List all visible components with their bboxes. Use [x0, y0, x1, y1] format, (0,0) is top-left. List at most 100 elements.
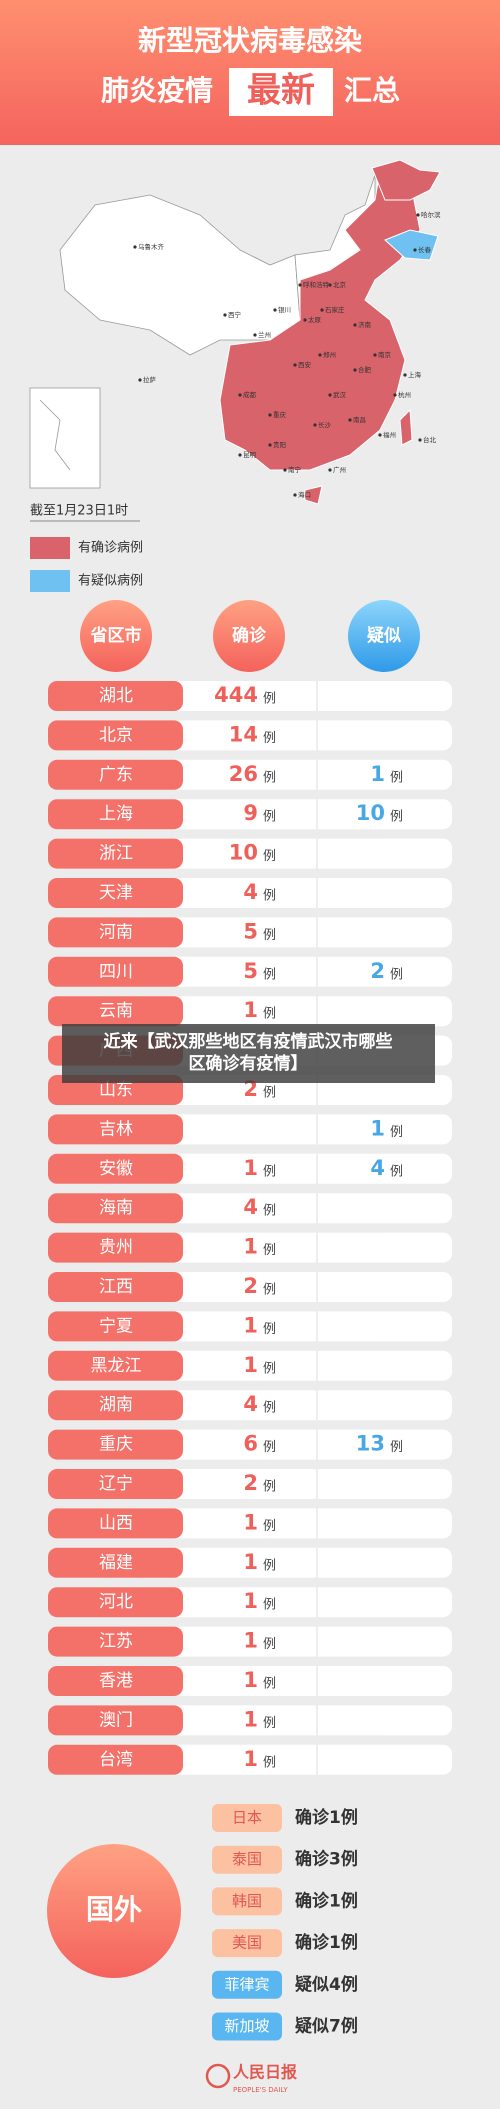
name-cell: [48, 1272, 183, 1302]
map-label: 银川: [278, 305, 291, 314]
confirmed: 1: [243, 1589, 258, 1613]
province: 重庆: [99, 1435, 133, 1455]
province: 福建: [99, 1553, 133, 1573]
map-dot: [253, 333, 257, 337]
country: 韩国: [232, 1892, 262, 1910]
map-dot: [138, 378, 142, 382]
legend-label: 有确诊病例: [78, 541, 143, 556]
confirmed: 1: [243, 1353, 258, 1377]
header-circle: [80, 600, 152, 672]
country-count: 疑似7例: [295, 2016, 358, 2037]
confirmed: 4: [243, 1392, 258, 1416]
province: 湖北: [99, 686, 133, 706]
unit: 例: [263, 1283, 276, 1298]
province: 云南: [99, 1001, 133, 1021]
province: 北京: [99, 725, 133, 745]
header-label: 疑似: [367, 626, 401, 646]
map-label: 重庆: [273, 410, 287, 419]
map-label: 北京: [333, 280, 347, 289]
name-cell: [48, 1193, 183, 1224]
map-dot: [268, 413, 272, 417]
map-label: 济南: [358, 320, 372, 329]
unit: 例: [263, 1519, 276, 1534]
header-label: 省区市: [90, 625, 142, 646]
name-cell: [48, 1626, 183, 1657]
suspected: 2: [370, 959, 385, 983]
map-label: 南昌: [353, 415, 366, 424]
legend-label: 有疑似病例: [78, 573, 143, 589]
map-label: 长沙: [318, 420, 332, 429]
footer-logo: 人民日报: [233, 2063, 297, 2082]
map-label: 成都: [243, 390, 257, 399]
unit: 例: [263, 1677, 276, 1692]
province: 安徽: [99, 1159, 133, 1179]
unit: 例: [263, 849, 276, 864]
map-dot: [416, 213, 420, 217]
province: 江苏: [99, 1632, 133, 1652]
header-label: 确诊: [232, 625, 267, 646]
map-label: 长春: [418, 245, 432, 254]
title-box: [229, 68, 333, 116]
confirmed: 1: [243, 1747, 258, 1771]
province: 吉林: [99, 1119, 133, 1139]
name-cell: [48, 1114, 183, 1145]
unit: 例: [390, 967, 403, 982]
unit: 例: [263, 928, 276, 943]
map-label: 呼和浩特: [303, 280, 330, 289]
name-cell: [48, 1547, 183, 1578]
confirmed: 26: [229, 762, 258, 786]
map-dot: [133, 245, 137, 249]
map-dot: [238, 393, 242, 397]
map-dot: [318, 353, 322, 357]
suspected: 13: [356, 1432, 385, 1456]
province: 天津: [99, 883, 133, 903]
province: 河南: [99, 922, 133, 942]
map-dot: [413, 248, 417, 252]
map-dot: [238, 453, 242, 457]
map-label: 石家庄: [325, 305, 345, 314]
overlay-text: 近来【武汉那些地区有疫情武汉市哪些区确诊有疫情】: [104, 1031, 393, 1074]
map-label: 西安: [298, 360, 312, 369]
unit: 例: [263, 1322, 276, 1337]
name-cell: [48, 759, 183, 790]
date-note: 截至1月23日1时: [30, 504, 128, 519]
province: 上海: [99, 804, 133, 824]
unit: 例: [263, 1007, 276, 1022]
unit: 例: [263, 770, 276, 785]
map-dot: [403, 373, 407, 377]
legend-swatch: [30, 570, 70, 592]
confirmed: 444: [214, 683, 258, 707]
confirmed: 1: [243, 1510, 258, 1534]
unit: 例: [263, 1204, 276, 1219]
unit: 例: [263, 1086, 276, 1101]
province: 河北: [99, 1592, 133, 1612]
map-label: 兰州: [258, 330, 271, 339]
unit: 例: [263, 1164, 276, 1179]
title-part: 肺炎疫情: [101, 74, 213, 107]
confirmed: 10: [229, 841, 258, 865]
unit: 例: [263, 692, 276, 707]
province: 香港: [99, 1671, 133, 1691]
foreign-title: 国外: [86, 1893, 142, 1926]
province: 澳门: [99, 1710, 133, 1730]
confirmed: 1: [243, 1235, 258, 1259]
name-cell: [48, 1429, 183, 1460]
map-dot: [353, 323, 357, 327]
confirmed: 2: [243, 1471, 258, 1495]
province: 山东: [99, 1080, 133, 1100]
province: 湖南: [99, 1395, 133, 1415]
map-dot: [268, 443, 272, 447]
unit: 例: [263, 889, 276, 904]
country-count: 疑似4例: [295, 1974, 358, 1995]
province: 广东: [99, 765, 133, 785]
confirmed: 1: [243, 1668, 258, 1692]
unit: 例: [263, 1440, 276, 1455]
unit: 例: [390, 1164, 403, 1179]
map-label: 拉萨: [143, 375, 157, 384]
name-cell: [48, 917, 183, 948]
map-label: 福州: [383, 430, 396, 439]
name-cell: [48, 1469, 183, 1499]
suspected: 10: [356, 801, 385, 825]
country: 美国: [232, 1934, 262, 1952]
